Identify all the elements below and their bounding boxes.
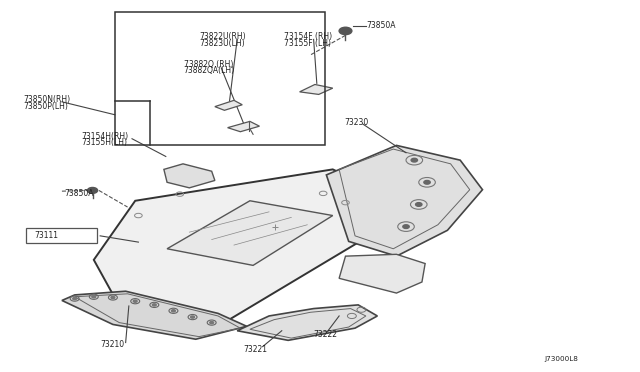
Polygon shape (326, 145, 483, 256)
Circle shape (339, 27, 352, 35)
Polygon shape (228, 121, 259, 132)
Circle shape (210, 321, 214, 324)
Text: 73230: 73230 (344, 118, 369, 126)
Circle shape (415, 203, 422, 206)
Text: 73155H(LH): 73155H(LH) (81, 138, 127, 147)
Polygon shape (339, 254, 425, 293)
Text: 73882QA(LH): 73882QA(LH) (184, 66, 235, 75)
Bar (115, 13, 325, 145)
Polygon shape (215, 100, 243, 110)
Text: 73221: 73221 (244, 345, 268, 354)
Circle shape (172, 310, 175, 312)
Text: 73823U(LH): 73823U(LH) (199, 39, 244, 48)
Text: 73222: 73222 (314, 330, 338, 339)
Text: 73850A: 73850A (367, 21, 396, 30)
Text: J73000L8: J73000L8 (544, 356, 578, 362)
Circle shape (92, 296, 96, 298)
Bar (26, 228, 97, 243)
Circle shape (111, 296, 115, 299)
Circle shape (403, 225, 409, 228)
Polygon shape (237, 305, 378, 340)
Circle shape (73, 298, 77, 300)
Circle shape (133, 300, 137, 302)
Text: 73850P(LH): 73850P(LH) (24, 102, 68, 111)
Text: 73210: 73210 (100, 340, 124, 349)
Circle shape (424, 180, 430, 184)
Text: 73850A: 73850A (64, 189, 93, 198)
Text: 73155F (LH): 73155F (LH) (284, 39, 331, 48)
Polygon shape (94, 169, 415, 326)
Polygon shape (164, 164, 215, 188)
Circle shape (152, 304, 156, 306)
Circle shape (191, 316, 195, 318)
Polygon shape (62, 291, 246, 339)
Circle shape (411, 158, 417, 162)
Text: 73850N(RH): 73850N(RH) (24, 95, 71, 104)
Text: 73822U(RH): 73822U(RH) (199, 32, 246, 41)
Polygon shape (300, 84, 333, 94)
Text: 73154H(RH): 73154H(RH) (81, 132, 128, 141)
Circle shape (88, 187, 98, 193)
Text: 73154F (RH): 73154F (RH) (284, 32, 332, 41)
Text: 73111: 73111 (35, 231, 58, 240)
Text: 73882Q (RH): 73882Q (RH) (184, 60, 233, 69)
Polygon shape (167, 201, 333, 265)
